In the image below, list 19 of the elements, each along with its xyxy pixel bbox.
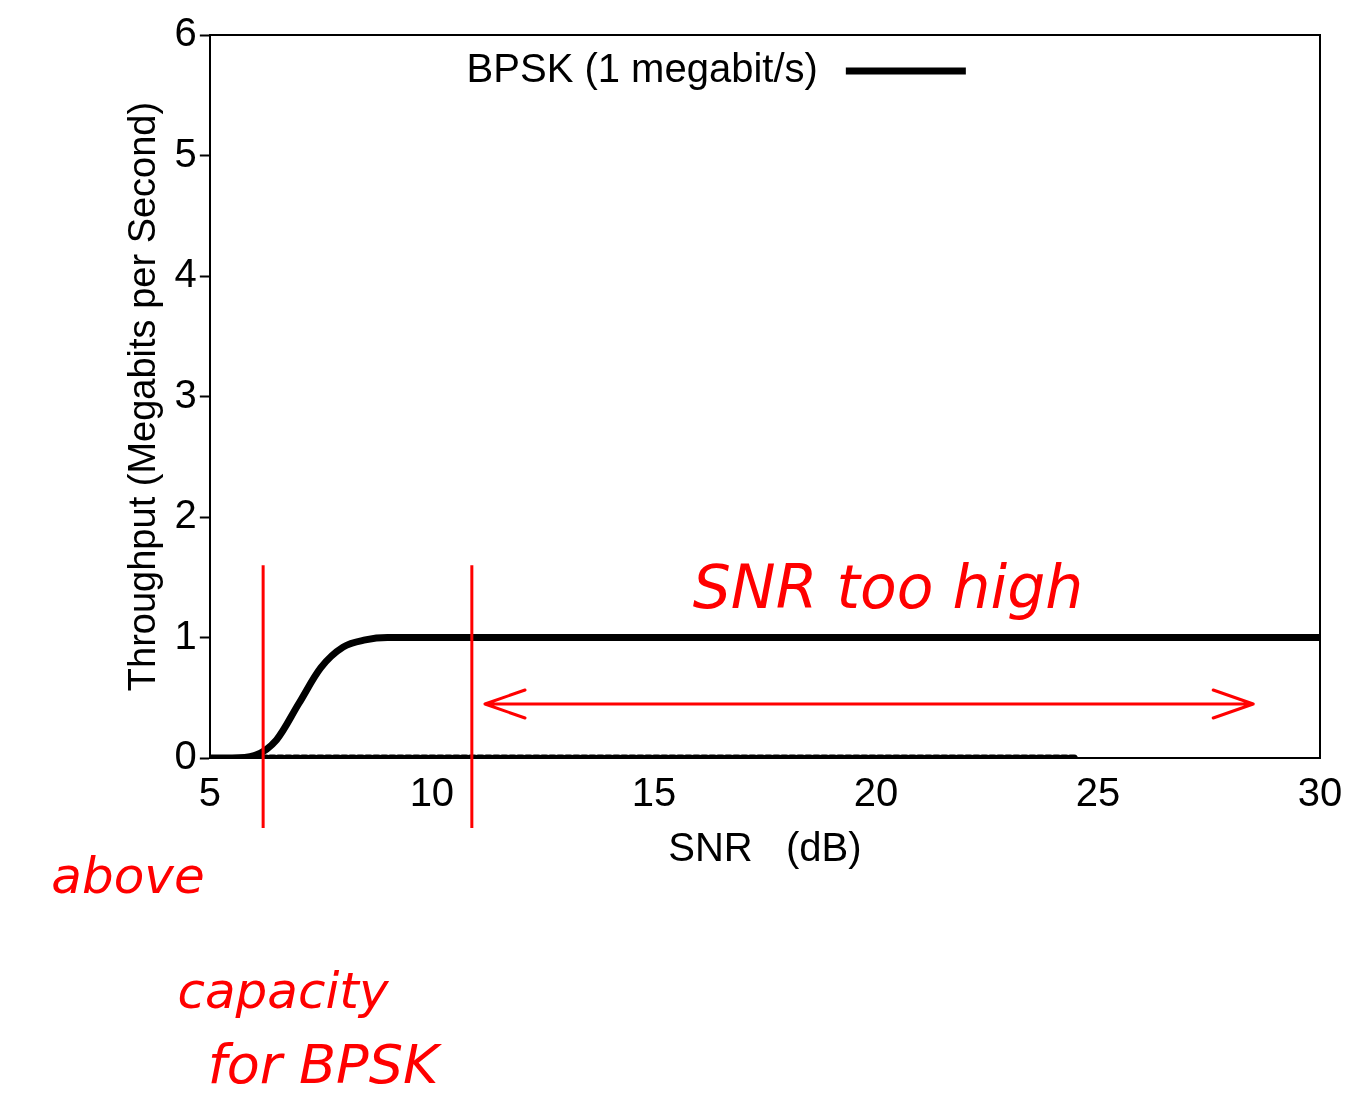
legend-label: BPSK (1 megabit/s) [466, 46, 818, 91]
x-tick-label: 20 [853, 770, 899, 815]
x-axis-title: SNR (dB) [668, 825, 862, 870]
text: capacity [177, 962, 390, 1020]
y-tick-label: 6 [174, 10, 197, 55]
text: above [51, 847, 205, 905]
x-tick-label: 30 [1297, 770, 1343, 815]
y-axis-title: Throughput (Megabits per Second) [121, 101, 164, 692]
x-tick-label: 25 [1075, 770, 1121, 815]
x-tick-label: 10 [409, 770, 455, 815]
y-tick-label: 5 [174, 130, 197, 175]
y-tick-label: 4 [174, 251, 197, 296]
annotation: SNR too high [692, 552, 1084, 622]
y-tick-label: 3 [174, 371, 197, 416]
y-tick-label: 0 [174, 733, 197, 778]
text: for BPSK [207, 1033, 442, 1096]
x-tick-label: 15 [631, 770, 677, 815]
y-tick-label: 2 [174, 492, 197, 537]
y-tick-label: 1 [174, 612, 197, 657]
